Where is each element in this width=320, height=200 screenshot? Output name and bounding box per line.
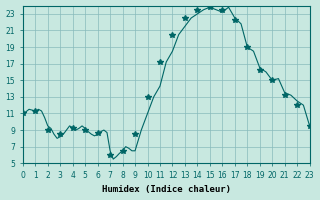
X-axis label: Humidex (Indice chaleur): Humidex (Indice chaleur) — [102, 185, 231, 194]
